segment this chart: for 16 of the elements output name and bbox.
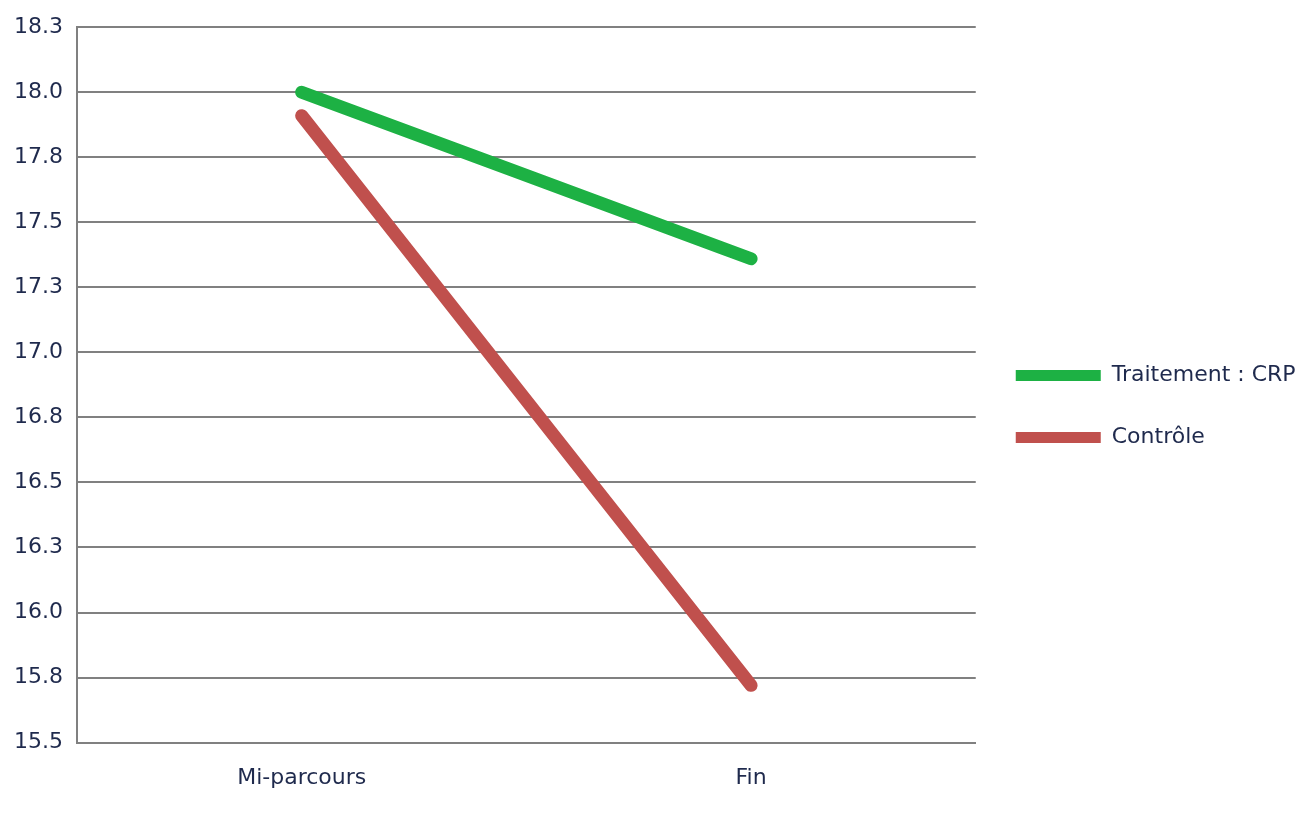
y-tick-label: 16.0	[14, 598, 63, 624]
legend-label: Contrôle	[1111, 423, 1205, 449]
legend-label: Traitement : CRP	[1110, 361, 1296, 387]
y-tick-label: 16.5	[14, 468, 63, 494]
y-tick-label: 16.3	[14, 533, 63, 559]
y-tick-label: 17.0	[14, 338, 63, 364]
y-tick-label: 17.3	[14, 273, 63, 299]
x-tick-label: Fin	[735, 763, 767, 789]
y-tick-label: 18.3	[14, 12, 63, 38]
y-tick-label: 15.5	[14, 728, 63, 754]
y-tick-label: 15.8	[14, 663, 63, 689]
x-tick-label: Mi-parcours	[237, 763, 367, 789]
y-tick-label: 18.0	[14, 77, 63, 103]
y-tick-label: 17.8	[14, 142, 63, 168]
y-tick-label: 16.8	[14, 403, 63, 429]
y-tick-label: 17.5	[14, 208, 63, 234]
